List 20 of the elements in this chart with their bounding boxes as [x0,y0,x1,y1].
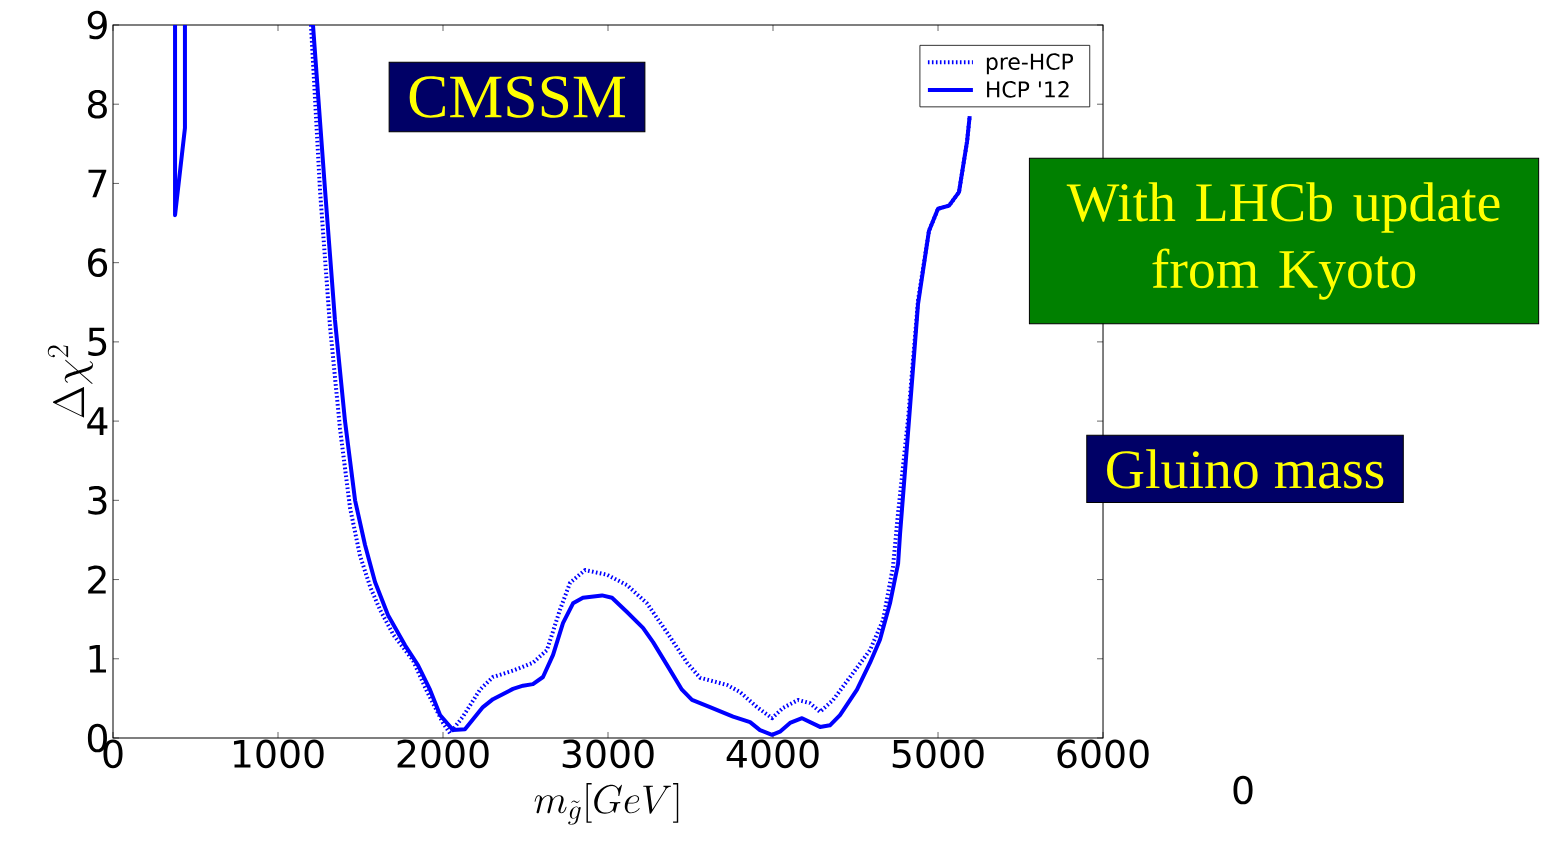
x-axis-title: $m_{\tilde{g}}[GeV]$ [534,783,679,825]
x-tick-label: 4000 [726,739,819,769]
x-tick-label: 3000 [562,739,654,769]
legend-label: pre-HCP [986,53,1074,75]
annotation: With LHCb update from Kyoto [1066,182,1500,300]
y-tick-label: 1 [89,644,106,673]
x-tick-label: 2000 [397,739,489,769]
legend-label: HCP '12 [987,81,1069,98]
x-tick-label: 1000 [233,739,324,769]
text: Gluino mass [1107,449,1384,489]
x-tick-label: 5000 [892,739,984,769]
annotation: CMSSM [409,76,626,118]
x-tick-label: 6000 [1057,739,1149,769]
y-tick-label: 6 [88,248,108,277]
y-tick-label: 9 [87,10,107,40]
y-tick-label: 2 [88,565,106,594]
y-tick-label: 7 [88,169,107,198]
y-tick-label: 3 [88,486,107,515]
text: 0 [1233,775,1253,805]
y-tick-label: 8 [87,89,107,119]
